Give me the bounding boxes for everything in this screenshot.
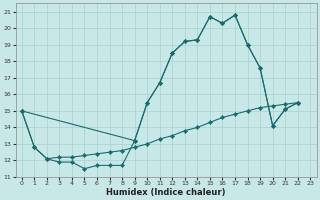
X-axis label: Humidex (Indice chaleur): Humidex (Indice chaleur) xyxy=(106,188,226,197)
